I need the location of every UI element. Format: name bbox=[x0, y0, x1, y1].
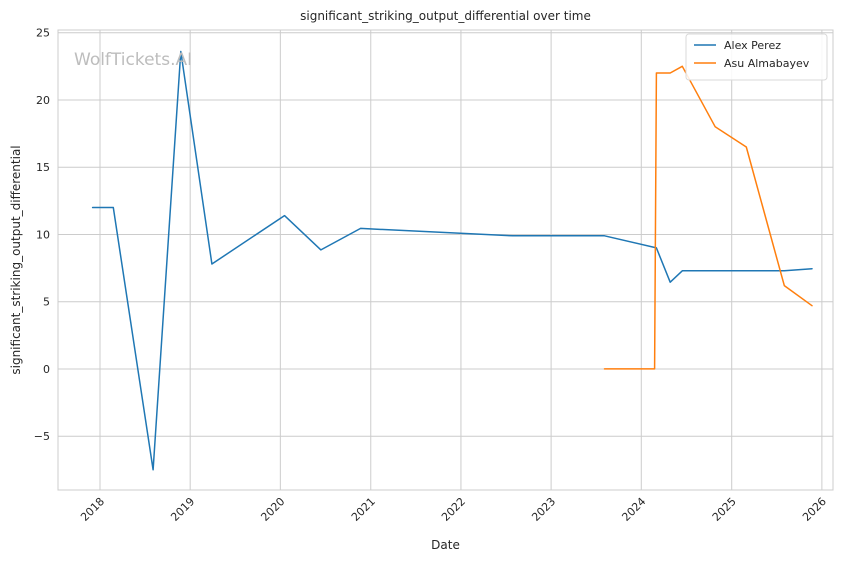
y-tick-label: 0 bbox=[43, 363, 50, 376]
y-tick-label: 20 bbox=[36, 94, 50, 107]
watermark-text: WolfTickets.AI bbox=[74, 50, 192, 70]
y-tick-label: 15 bbox=[36, 161, 50, 174]
series-line-alex-perez bbox=[91, 50, 813, 471]
x-axis-label: Date bbox=[431, 538, 460, 552]
y-tick-label: 10 bbox=[36, 228, 50, 241]
y-axis-label: significant_striking_output_differential bbox=[9, 145, 23, 374]
series-lines bbox=[91, 50, 813, 471]
legend-box bbox=[685, 33, 828, 81]
series-line-asu-almabayev bbox=[603, 65, 813, 370]
legend-label: Alex Perez bbox=[724, 39, 781, 52]
plot-frame bbox=[57, 29, 834, 491]
grid bbox=[58, 30, 833, 490]
tick-labels: 2018 2019 2020 2021 2022 2023 2024 2025 2026−505… bbox=[34, 27, 829, 524]
y-tick-label: 25 bbox=[36, 27, 50, 40]
y-tick-label: 5 bbox=[43, 296, 50, 309]
y-tick-label: −5 bbox=[34, 430, 50, 443]
legend: Alex Perez Asu Almabayev bbox=[685, 33, 828, 81]
legend-label: Asu Almabayev bbox=[724, 57, 810, 70]
plot-area bbox=[58, 30, 833, 490]
chart-title: significant_striking_output_differential… bbox=[300, 9, 591, 23]
